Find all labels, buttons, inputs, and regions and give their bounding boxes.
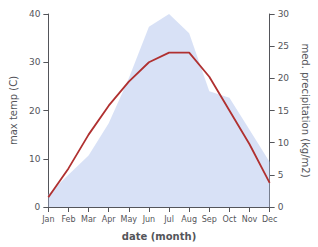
svg-text:30: 30 [29,57,41,67]
svg-text:Nov: Nov [242,215,258,224]
svg-text:10: 10 [278,138,290,148]
svg-text:20: 20 [29,106,41,116]
svg-text:0: 0 [35,202,41,212]
svg-text:Sep: Sep [202,215,217,224]
svg-text:Dec: Dec [262,215,277,224]
svg-text:Aug: Aug [181,215,197,224]
svg-text:20: 20 [278,73,290,83]
svg-text:0: 0 [278,202,284,212]
svg-text:15: 15 [278,106,289,116]
svg-text:Jun: Jun [142,215,156,224]
svg-text:Jul: Jul [163,215,174,224]
svg-text:25: 25 [278,41,289,51]
svg-text:Mar: Mar [81,215,97,224]
svg-text:5: 5 [278,170,284,180]
svg-text:max temp (C): max temp (C) [8,76,19,145]
svg-text:med. precipitation (kg/m2): med. precipitation (kg/m2) [300,43,311,177]
svg-text:Oct: Oct [222,215,236,224]
svg-text:Feb: Feb [61,215,75,224]
svg-text:30: 30 [278,9,290,19]
svg-text:May: May [121,215,138,224]
svg-text:10: 10 [29,154,41,164]
svg-text:40: 40 [29,9,41,19]
svg-text:Apr: Apr [102,215,117,224]
svg-text:Jan: Jan [41,215,54,224]
svg-text:date (month): date (month) [122,231,196,242]
